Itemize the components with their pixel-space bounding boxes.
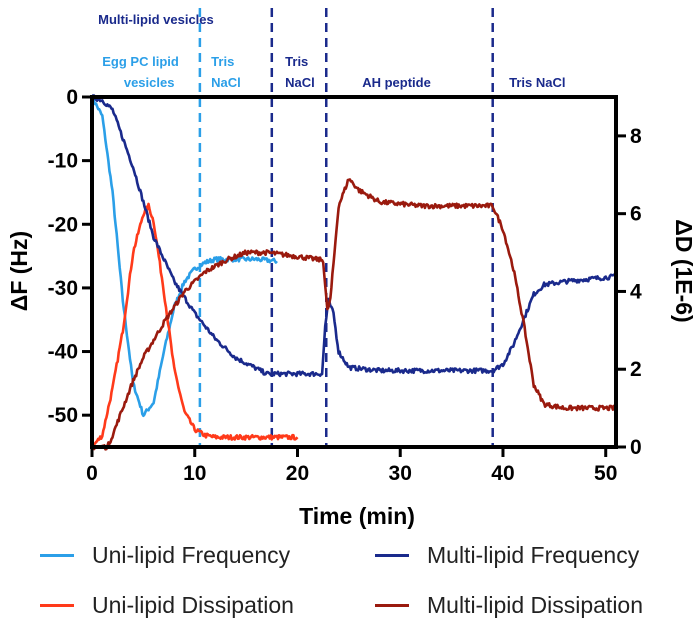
- phase-annotation: AH peptide: [362, 75, 431, 90]
- y-left-tick-label: -50: [48, 404, 78, 427]
- phase-annotation: NaCl: [211, 75, 241, 90]
- x-tick-label: 40: [491, 462, 514, 485]
- x-tick-label: 10: [183, 462, 206, 485]
- legend-item-multi-dissipation: Multi-lipid Dissipation: [375, 592, 643, 619]
- phase-annotation: Tris: [211, 54, 234, 69]
- series-uni-lipid-frequency: [90, 95, 278, 418]
- x-axis-title: Time (min): [299, 503, 415, 529]
- y-right-tick-label: 0: [630, 436, 642, 459]
- x-tick-label: 30: [389, 462, 412, 485]
- phase-annotation: Tris: [285, 54, 308, 69]
- series-lines: [90, 93, 617, 451]
- legend-label: Multi-lipid Frequency: [427, 542, 640, 568]
- phase-annotations: Multi-lipid vesicles Egg PC lipid vesicles…: [98, 12, 565, 90]
- phase-annotation: Egg PC lipid: [102, 54, 179, 69]
- axes: 0 10 20 30 40 50 0 -10 -20 -30 -40 -50 0 2 4 6 8: [48, 86, 642, 485]
- legend-item-multi-frequency: Multi-lipid Frequency: [375, 542, 639, 569]
- legend-swatch: [40, 604, 74, 607]
- legend-label: Uni-lipid Dissipation: [92, 592, 294, 618]
- series-multi-lipid-dissipation: [91, 178, 617, 451]
- legend-swatch: [375, 554, 409, 557]
- legend-label: Multi-lipid Dissipation: [427, 592, 644, 618]
- y-right-tick-label: 8: [630, 125, 642, 148]
- x-tick-label: 0: [86, 462, 98, 485]
- y-right-axis-title: ΔD (1E-6): [671, 219, 697, 322]
- legend-item-uni-frequency: Uni-lipid Frequency: [40, 542, 290, 569]
- y-right-tick-label: 4: [630, 280, 642, 303]
- y-left-axis-title: ΔF (Hz): [6, 231, 32, 311]
- legend-swatch: [375, 604, 409, 607]
- series-uni-lipid-dissipation: [91, 202, 299, 449]
- series-multi-lipid-frequency: [91, 93, 617, 378]
- legend-swatch: [40, 554, 74, 557]
- x-tick-label: 50: [594, 462, 617, 485]
- phase-annotation: vesicles: [124, 75, 175, 90]
- phase-annotation: NaCl: [285, 75, 315, 90]
- x-tick-label: 20: [286, 462, 309, 485]
- phase-markers: [198, 8, 494, 447]
- y-left-tick-label: -30: [48, 277, 78, 300]
- y-left-tick-label: -40: [48, 341, 78, 364]
- y-right-tick-label: 6: [630, 203, 642, 226]
- y-left-tick-label: 0: [66, 86, 78, 109]
- phase-annotation: Tris NaCl: [509, 75, 565, 90]
- y-right-tick-label: 2: [630, 358, 642, 381]
- y-left-tick-label: -10: [48, 150, 78, 173]
- qcmd-chart: 0 10 20 30 40 50 0 -10 -20 -30 -40 -50 0 2 4 6 8 Multi-l…: [6, 8, 697, 529]
- legend: Uni-lipid Frequency Multi-lipid Frequenc…: [0, 530, 699, 632]
- legend-label: Uni-lipid Frequency: [92, 542, 291, 568]
- phase-annotation: Multi-lipid vesicles: [98, 12, 214, 27]
- y-left-tick-label: -20: [48, 213, 78, 236]
- legend-item-uni-dissipation: Uni-lipid Dissipation: [40, 592, 294, 619]
